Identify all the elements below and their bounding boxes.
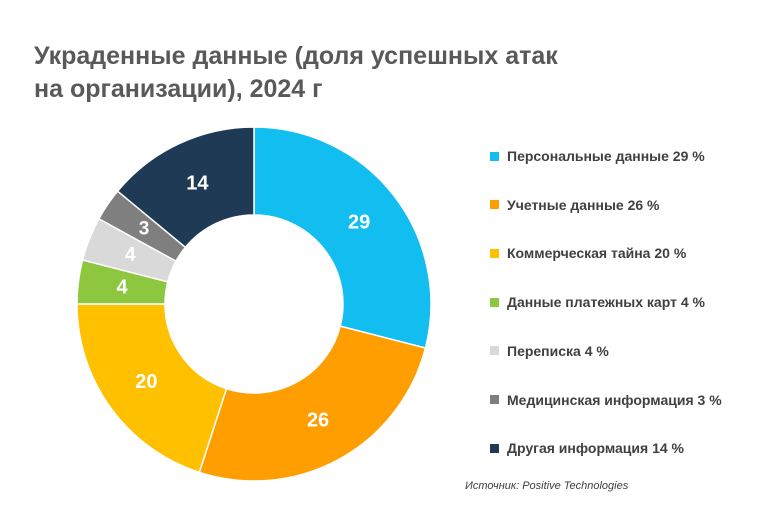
legend-label-3: Коммерческая тайна 20 % <box>507 245 687 262</box>
data-label-2: 26 <box>307 410 329 432</box>
legend-item-3: Коммерческая тайна 20 % <box>490 243 686 263</box>
legend-label-2: Учетные данные 26 % <box>507 196 660 213</box>
legend-swatch-4 <box>490 297 499 307</box>
slice-1 <box>253 126 432 349</box>
slice-3 <box>76 303 228 474</box>
chart-title-line-2: на организации), 2024 г <box>34 75 323 103</box>
data-label-4: 4 <box>116 276 128 298</box>
data-label-7: 14 <box>186 173 209 195</box>
legend-label-5: Переписка 4 % <box>507 342 609 359</box>
legend-swatch-5 <box>490 346 499 356</box>
legend-label-4: Данные платежных карт 4 % <box>507 294 705 311</box>
data-label-1: 29 <box>348 211 370 233</box>
legend-swatch-6 <box>490 395 499 404</box>
chart-title-line-1: Украденные данные (доля успешных атак <box>34 42 558 70</box>
data-label-5: 4 <box>125 245 136 266</box>
legend-label-1: Персональные данные 29 % <box>507 148 705 164</box>
legend-item-4: Данные платежных карт 4 % <box>490 292 705 312</box>
legend-label-6: Медицинская информация 3 % <box>507 391 722 408</box>
legend-swatch-2 <box>490 200 499 210</box>
legend-swatch-7 <box>490 443 499 453</box>
legend-item-5: Переписка 4 % <box>490 341 609 361</box>
legend-swatch-3 <box>490 248 499 258</box>
legend-item-2: Учетные данные 26 % <box>490 195 660 215</box>
slice-7 <box>116 126 255 249</box>
slice-2 <box>198 325 427 482</box>
data-label-6: 3 <box>139 219 150 240</box>
legend-item-6: Медицинская информация 3 % <box>490 390 722 410</box>
legend-swatch-1 <box>490 151 499 161</box>
source-note: Источник: Positive Technologies <box>465 480 629 492</box>
legend-item-1: Персональные данные 29 % <box>490 146 705 166</box>
data-label-3: 20 <box>135 371 157 393</box>
legend-label-7: Другая информация 14 % <box>507 440 684 457</box>
chart-title: Украденные данные (доля успешных атак на… <box>34 40 594 106</box>
legend-item-7: Другая информация 14 % <box>490 438 684 458</box>
